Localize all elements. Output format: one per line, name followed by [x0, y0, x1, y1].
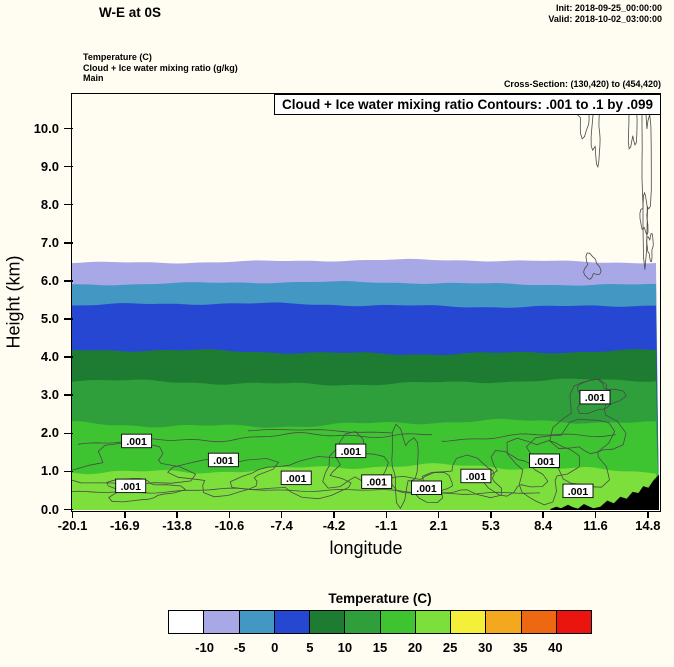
y-axis-tick [63, 508, 73, 511]
colorbar-cell [309, 611, 345, 633]
y-axis-tick-label: 3.0 [40, 387, 59, 403]
svg-text:.001: .001 [534, 456, 555, 468]
svg-text:.001: .001 [568, 486, 589, 498]
svg-text:.001: .001 [126, 436, 147, 448]
colorbar-cell [238, 611, 274, 633]
init-time: Init: 2018-09-25_00:00:00 [555, 3, 662, 13]
x-axis-tick [542, 510, 544, 518]
svg-text:.001: .001 [213, 455, 234, 467]
colorbar-tick-label: 30 [477, 640, 493, 655]
valid-time: Valid: 2018-10-02_03:00:00 [548, 14, 662, 24]
y-axis-tick [63, 394, 73, 396]
colorbar-tick-label: 25 [442, 640, 458, 655]
x-axis-tick-label: -4.2 [322, 518, 346, 533]
y-axis-tick [63, 280, 73, 282]
colorbar-cell [450, 611, 486, 633]
svg-text:.001: .001 [120, 481, 141, 493]
field-line-domain: Main [83, 73, 104, 83]
colorbar-cell [273, 611, 309, 633]
x-axis-tick [594, 510, 597, 518]
model-time-block: Init: 2018-09-25_00:00:00 Valid: 2018-10… [548, 3, 662, 25]
x-axis-tick-label: -1.1 [375, 518, 398, 533]
x-axis-tick-label: -16.9 [109, 518, 140, 533]
x-axis-tick-label: -7.4 [270, 518, 293, 533]
colorbar-tick-label: 40 [548, 640, 563, 655]
y-axis-tick-label: 8.0 [40, 196, 59, 212]
svg-text:.001: .001 [341, 446, 362, 458]
y-axis-tick-label: 1.0 [40, 463, 59, 479]
x-axis-tick [490, 510, 492, 518]
colorbar-tick-label: 5 [306, 640, 314, 655]
x-axis-tick-label: -13.8 [162, 518, 192, 533]
y-axis-tick [63, 318, 73, 320]
x-axis-tick-label: 2.1 [429, 518, 448, 533]
x-axis-tick [385, 510, 388, 518]
plot-frame: .001 .001 .001 .001 .001 .001 .001 .001 .001 .001… [65, 80, 661, 512]
colorbar-tick-label: 20 [407, 640, 423, 655]
x-axis-tick-label: 14.8 [635, 518, 661, 533]
contour-info-box: Cloud + Ice water mixing ratio Contours:… [274, 94, 661, 115]
cross-section-plot-svg: .001 .001 .001 .001 .001 .001 .001 .001 .001 .001… [65, 80, 659, 510]
colorbar-tick-label: 35 [513, 640, 528, 655]
colorbar-cell [520, 611, 556, 633]
field-list: Temperature (C) Cloud + Ice water mixing… [83, 52, 238, 84]
colorbar-cell [379, 611, 415, 633]
x-axis-tick [647, 510, 649, 518]
x-axis-tick-label: 11.6 [583, 518, 608, 533]
cross-section-coords: Cross-Section: (130,420) to (454,420) [503, 79, 661, 89]
y-axis-tick-label: 4.0 [40, 349, 59, 365]
svg-text:.001: .001 [466, 471, 487, 483]
colorbar-tick-label: 15 [372, 640, 388, 655]
y-axis-tick-label: 5.0 [40, 311, 59, 326]
temperature-colorbar [168, 610, 592, 634]
y-axis-tick [63, 356, 73, 358]
svg-text:.001: .001 [585, 392, 606, 404]
y-axis-title: Height (km) [3, 255, 24, 349]
colorbar-cell [203, 611, 239, 633]
x-axis-tick-label: 5.3 [481, 518, 500, 533]
x-axis-tick [124, 510, 126, 518]
colorbar-tick-label: 10 [337, 640, 353, 655]
y-axis-tick [63, 203, 73, 206]
y-axis-tick-label: 7.0 [40, 234, 59, 250]
y-axis-tick [63, 242, 73, 244]
colorbar-title: Temperature (C) [328, 591, 432, 606]
x-axis-tick-label: 8.4 [534, 518, 553, 533]
svg-text:.001: .001 [286, 473, 307, 485]
colorbar-tick-label: 0 [271, 640, 279, 655]
colorbar-cell [414, 611, 450, 633]
colorbar-tick-label: -10 [195, 640, 214, 655]
y-axis-tick-label: 6.0 [40, 272, 59, 288]
y-axis-tick-label: 2.0 [40, 425, 59, 441]
y-axis-tick [63, 470, 73, 473]
x-axis-tick [228, 510, 231, 518]
field-line-temperature: Temperature (C) [83, 52, 152, 62]
page-title: W-E at 0S [99, 5, 161, 20]
x-axis-tick-label: -20.1 [57, 518, 88, 533]
x-axis-tick-label: -10.6 [214, 518, 245, 533]
field-line-cloud-mixing-ratio: Cloud + Ice water mixing ratio (g/kg) [83, 62, 238, 73]
colorbar-cell [169, 611, 204, 633]
y-axis-tick-label: 9.0 [40, 158, 59, 174]
colorbar-cell [344, 611, 380, 633]
svg-text:.001: .001 [416, 483, 437, 495]
colorbar-cell [485, 611, 521, 633]
y-axis-tick [63, 127, 73, 130]
x-axis-tick [176, 510, 178, 518]
colorbar-cell [555, 611, 591, 633]
x-axis-tick [280, 510, 283, 518]
x-axis-tick [333, 510, 335, 518]
x-axis-tick [71, 510, 74, 518]
y-axis-tick-label: 10.0 [33, 120, 59, 136]
x-axis-title: longitude [329, 538, 403, 558]
svg-text:.001: .001 [366, 477, 387, 489]
y-axis-tick-label: 0.0 [40, 501, 59, 517]
colorbar-tick-label: -5 [233, 640, 246, 655]
y-axis-tick [63, 165, 73, 168]
y-axis-tick [63, 432, 73, 435]
plot-canvas: .001 .001 .001 .001 .001 .001 .001 .001 .001 .001… [65, 80, 659, 510]
x-axis-tick [437, 510, 440, 518]
